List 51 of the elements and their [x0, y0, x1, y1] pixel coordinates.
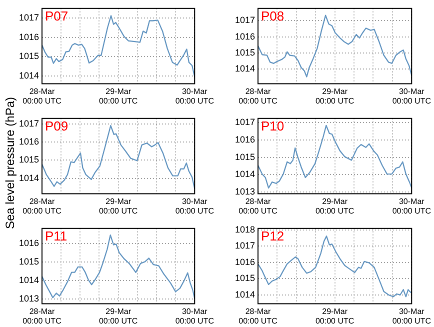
y-tick-label: 1015	[234, 273, 255, 284]
y-tick-label: 1014	[18, 172, 39, 183]
y-tick-label: 1017	[18, 12, 39, 23]
x-tick-label: 29-Mar 00:00 UTC	[315, 306, 354, 326]
y-tick-label: 1015	[18, 256, 39, 266]
x-tick-label: 29-Mar 00:00 UTC	[98, 306, 138, 326]
y-tick-label: 1014	[18, 70, 39, 81]
y-tick-label: 1014	[18, 275, 39, 286]
x-tick-label: 28-Mar 00:00 UTC	[22, 86, 62, 106]
y-tick-label: 1014	[234, 289, 255, 300]
x-tick-label: 29-Mar 00:00 UTC	[98, 86, 138, 106]
chart-title: P09	[45, 118, 68, 134]
x-tick-label: 28-Mar 00:00 UTC	[238, 196, 278, 216]
y-tick-label: 1017	[234, 240, 255, 251]
chart-title: P12	[261, 228, 284, 244]
chart-title: P07	[45, 8, 68, 24]
y-tick-label: 1018	[234, 224, 255, 235]
y-tick-label: 1015	[18, 154, 39, 165]
x-tick-label: 30-Mar 00:00 UTC	[392, 86, 432, 106]
y-tick-label: 1013	[18, 294, 39, 304]
x-tick-label: 30-Mar 00:00 UTC	[175, 306, 214, 326]
x-tick-label: 30-Mar 00:00 UTC	[175, 196, 214, 216]
y-tick-label: 1015	[234, 152, 255, 162]
x-tick-label: 30-Mar 00:00 UTC	[175, 86, 214, 106]
x-tick-label: 28-Mar 00:00 UTC	[238, 306, 278, 326]
y-tick-label: 1016	[234, 134, 255, 145]
y-tick-label: 1016	[234, 256, 255, 267]
chart-title: P08	[261, 8, 284, 24]
x-tick-label: 29-Mar 00:00 UTC	[315, 86, 354, 106]
y-axis-title: Sea level pressure (hPa)	[3, 96, 17, 230]
chart-title: P10	[261, 118, 284, 134]
y-tick-label: 1016	[18, 238, 39, 248]
x-tick-label: 29-Mar 00:00 UTC	[315, 196, 354, 216]
y-tick-label: 1017	[234, 117, 255, 128]
y-tick-label: 1015	[18, 51, 39, 62]
x-tick-label: 28-Mar 00:00 UTC	[238, 86, 278, 106]
y-tick-label: 1013	[234, 186, 255, 197]
y-tick-label: 1014	[234, 64, 255, 74]
x-tick-label: 30-Mar 00:00 UTC	[392, 306, 432, 326]
y-tick-label: 1016	[234, 31, 255, 42]
x-tick-label: 28-Mar 00:00 UTC	[22, 306, 62, 326]
y-tick-label: 1015	[234, 47, 255, 58]
y-tick-label: 1017	[18, 118, 39, 128]
x-tick-label: 30-Mar 00:00 UTC	[392, 196, 432, 216]
x-tick-label: 28-Mar 00:00 UTC	[22, 196, 62, 216]
y-tick-label: 1016	[18, 136, 39, 147]
chart-title: P11	[45, 228, 68, 244]
y-tick-label: 1017	[234, 15, 255, 26]
y-tick-label: 1014	[234, 169, 255, 180]
y-tick-label: 1016	[18, 32, 39, 42]
x-tick-label: 29-Mar 00:00 UTC	[98, 196, 138, 216]
